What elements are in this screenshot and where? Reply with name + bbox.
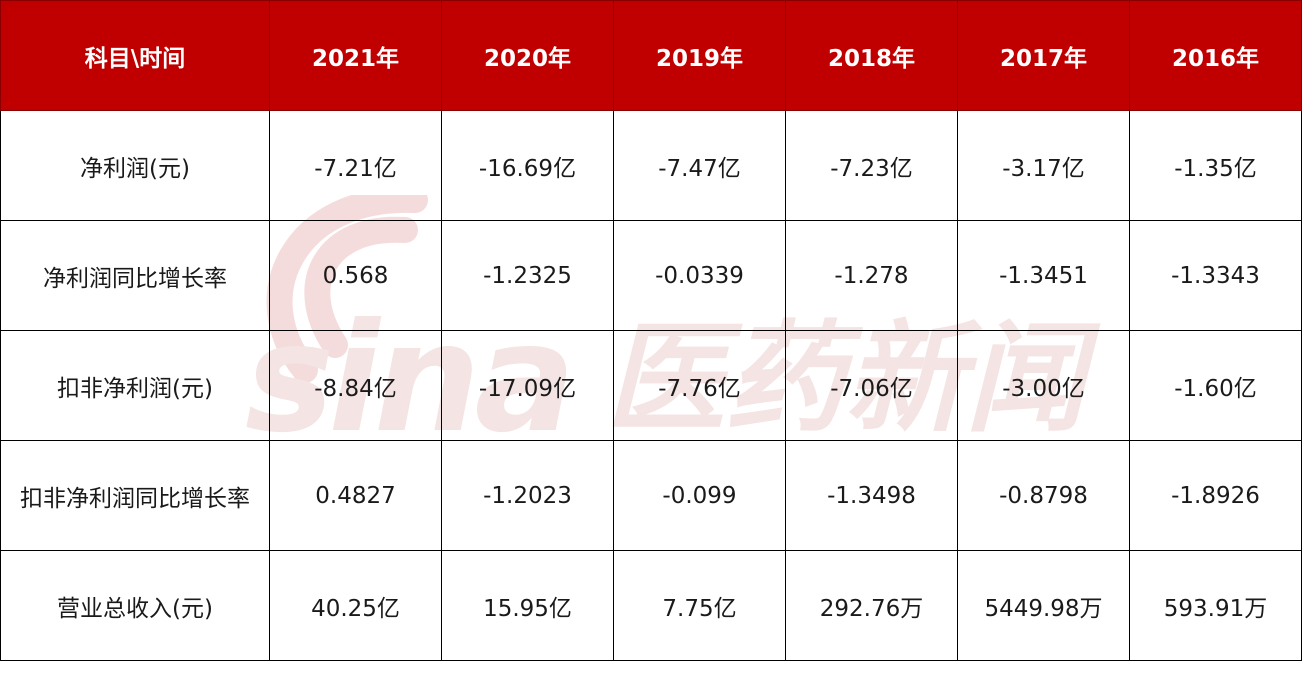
- table-cell: -7.06亿: [785, 330, 958, 441]
- column-header: 2020年: [441, 0, 614, 111]
- table-row: 扣非净利润(元) -8.84亿 -17.09亿 -7.76亿 -7.06亿 -3…: [0, 330, 1302, 441]
- table-cell: -0.0339: [613, 220, 786, 331]
- table-cell: -1.8926: [1129, 440, 1302, 551]
- table-cell: -0.8798: [957, 440, 1130, 551]
- table-header-row: 科目\时间 2021年 2020年 2019年 2018年 2017年 2016…: [0, 0, 1302, 111]
- table-cell: -1.35亿: [1129, 110, 1302, 221]
- column-header: 2021年: [269, 0, 442, 111]
- row-label: 净利润(元): [0, 110, 270, 221]
- column-header: 2019年: [613, 0, 786, 111]
- table-cell: -1.3343: [1129, 220, 1302, 331]
- column-header: 2018年: [785, 0, 958, 111]
- row-label: 营业总收入(元): [0, 550, 270, 661]
- table-cell: -1.3498: [785, 440, 958, 551]
- row-label: 扣非净利润同比增长率: [0, 440, 270, 551]
- column-header: 2017年: [957, 0, 1130, 111]
- table-cell: -1.60亿: [1129, 330, 1302, 441]
- row-label: 扣非净利润(元): [0, 330, 270, 441]
- financial-table: 科目\时间 2021年 2020年 2019年 2018年 2017年 2016…: [0, 0, 1302, 661]
- table-cell: -17.09亿: [441, 330, 614, 441]
- table-cell: 0.4827: [269, 440, 442, 551]
- table-cell: -1.278: [785, 220, 958, 331]
- table-cell: 593.91万: [1129, 550, 1302, 661]
- table-cell: -7.23亿: [785, 110, 958, 221]
- table-cell: -8.84亿: [269, 330, 442, 441]
- table-cell: -7.47亿: [613, 110, 786, 221]
- table-row: 净利润(元) -7.21亿 -16.69亿 -7.47亿 -7.23亿 -3.1…: [0, 110, 1302, 221]
- table-cell: -1.2023: [441, 440, 614, 551]
- table-cell: 40.25亿: [269, 550, 442, 661]
- table-row: 净利润同比增长率 0.568 -1.2325 -0.0339 -1.278 -1…: [0, 220, 1302, 331]
- table-cell: -1.2325: [441, 220, 614, 331]
- table-cell: 15.95亿: [441, 550, 614, 661]
- table-cell: -1.3451: [957, 220, 1130, 331]
- table-cell: -16.69亿: [441, 110, 614, 221]
- table-cell: -3.00亿: [957, 330, 1130, 441]
- column-header: 2016年: [1129, 0, 1302, 111]
- table-cell: 7.75亿: [613, 550, 786, 661]
- column-header: 科目\时间: [0, 0, 270, 111]
- table-row: 扣非净利润同比增长率 0.4827 -1.2023 -0.099 -1.3498…: [0, 440, 1302, 551]
- table-cell: 5449.98万: [957, 550, 1130, 661]
- table-cell: -7.76亿: [613, 330, 786, 441]
- table-row: 营业总收入(元) 40.25亿 15.95亿 7.75亿 292.76万 544…: [0, 550, 1302, 661]
- table-cell: 292.76万: [785, 550, 958, 661]
- row-label: 净利润同比增长率: [0, 220, 270, 331]
- table-cell: -0.099: [613, 440, 786, 551]
- table-cell: -3.17亿: [957, 110, 1130, 221]
- table-cell: 0.568: [269, 220, 442, 331]
- table-cell: -7.21亿: [269, 110, 442, 221]
